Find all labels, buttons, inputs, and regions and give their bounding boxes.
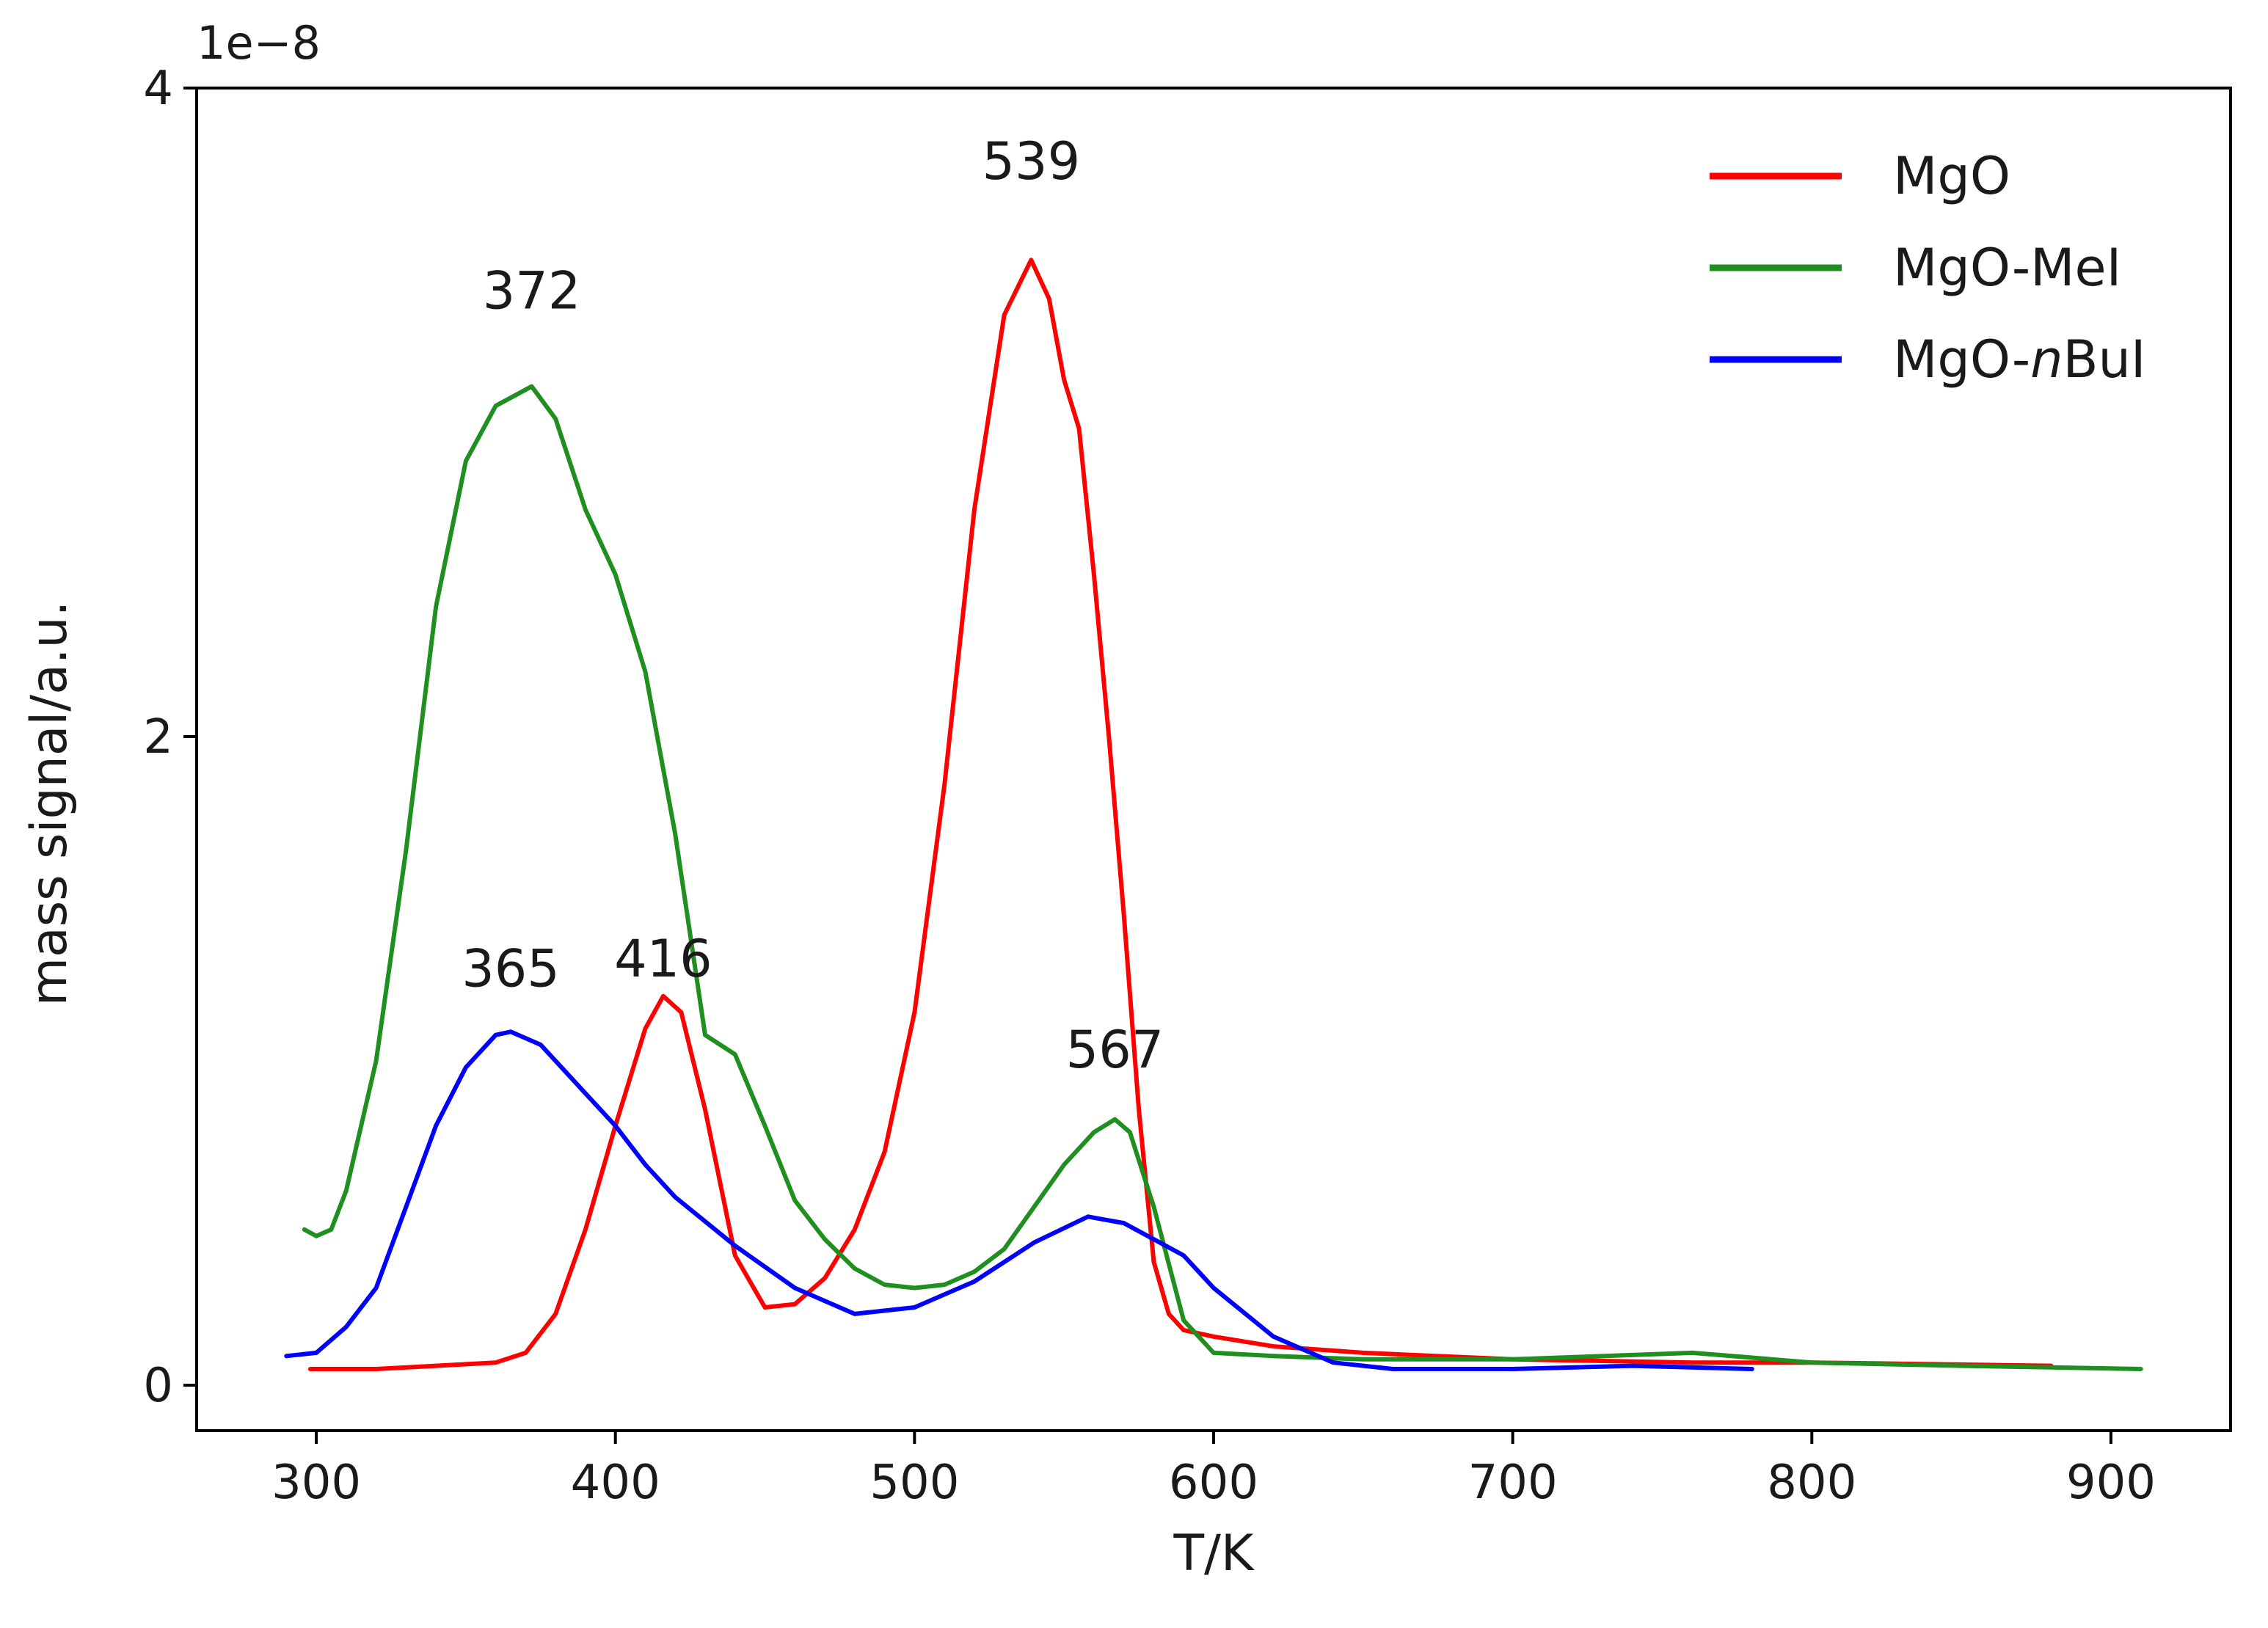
y-tick-label: 2 — [143, 710, 173, 764]
legend-label-suffix: BuI — [2063, 329, 2146, 390]
legend-label: MgO-MeI — [1893, 238, 2121, 298]
peak-annotation: 365 — [462, 938, 560, 999]
legend-label-italic: n — [2030, 329, 2063, 390]
x-tick-label: 500 — [869, 1456, 959, 1510]
peak-annotation: 567 — [1066, 1020, 1164, 1080]
x-tick-label: 600 — [1169, 1456, 1258, 1510]
x-tick-label: 700 — [1468, 1456, 1558, 1510]
x-tick-label: 900 — [2066, 1456, 2156, 1510]
legend-label: MgO-nBuI — [1893, 329, 2146, 390]
peak-annotation: 372 — [483, 261, 581, 321]
y-axis: 0 2 4 — [143, 62, 197, 1413]
x-tick-label: 800 — [1767, 1456, 1856, 1510]
legend-label-text: MgO- — [1893, 329, 2030, 390]
peak-annotation: 539 — [982, 131, 1081, 191]
legend-label-text: MgO — [1893, 146, 2010, 206]
legend-label-text: MgO-MeI — [1893, 238, 2121, 298]
x-tick-label: 400 — [571, 1456, 660, 1510]
x-axis: 300 400 500 600 700 800 900 — [271, 1431, 2156, 1510]
y-tick-label: 4 — [143, 62, 173, 116]
series-line-mgo-mei — [302, 384, 2143, 1371]
peak-annotation: 416 — [614, 929, 712, 989]
y-axis-offset-text: 1e−8 — [197, 16, 321, 70]
y-tick-label: 0 — [143, 1359, 173, 1413]
annotation-layer: 372 539 365 416 567 — [462, 131, 1164, 1080]
y-axis-label: mass signal/a.u. — [21, 601, 79, 1006]
series-layer — [284, 258, 2143, 1371]
x-tick-label: 300 — [271, 1456, 361, 1510]
legend-label: MgO — [1893, 146, 2010, 206]
legend: MgO MgO-MeI MgO-nBuI — [1710, 146, 2146, 390]
x-axis-label: T/K — [1173, 1525, 1255, 1583]
series-line-mgo-nbui — [284, 1029, 1754, 1371]
